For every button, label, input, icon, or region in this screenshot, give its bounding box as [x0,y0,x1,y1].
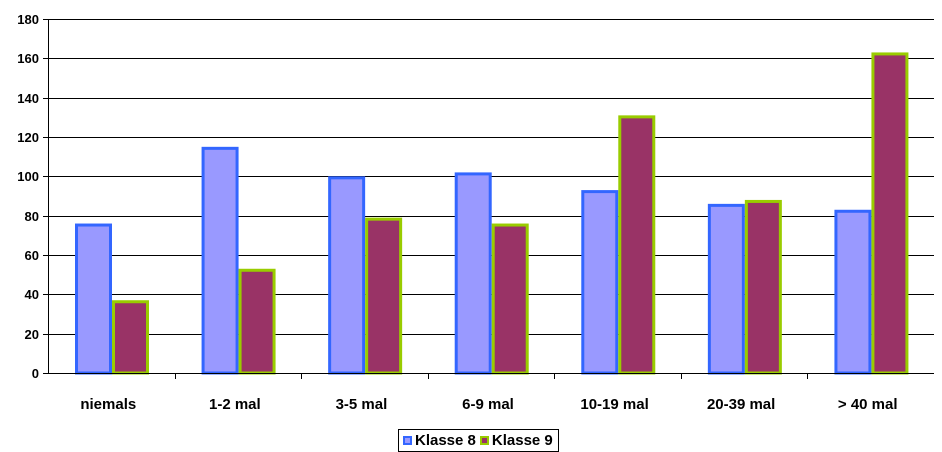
bar-series-1-5 [707,203,745,375]
bars [75,52,909,375]
x-tick-label: 20-39 mal [707,396,775,413]
y-tick-label: 20 [25,327,39,342]
y-tick-label: 160 [17,51,39,66]
legend-item-series-1: Klasse 8 [403,432,476,449]
y-tick-label: 0 [32,366,39,381]
bar-series-2-5 [744,199,782,375]
bar-series-2-6 [871,52,909,375]
bar-series-1-0 [75,223,112,375]
x-tick-label: 3-5 mal [336,396,388,413]
x-tick-label: 1-2 mal [209,396,261,413]
y-axis-ticks: 0 20 40 60 80 100 120 140 160 180 [17,12,48,381]
y-tick-label: 140 [17,91,39,106]
y-tick-label: 120 [17,130,39,145]
bar-series-1-3 [454,172,492,375]
bar-series-2-0 [112,300,149,375]
bar-series-2-1 [238,268,276,375]
x-tick-label: > 40 mal [838,396,898,413]
legend-swatch-series-2 [479,436,489,445]
bar-series-1-4 [581,190,619,375]
legend-label-series-1: Klasse 8 [415,432,476,449]
bar-series-2-2 [365,217,403,375]
y-tick-label: 100 [17,169,39,184]
legend: Klasse 8 Klasse 9 [398,429,559,452]
x-tick-label: niemals [80,396,136,413]
y-tick-label: 180 [17,12,39,27]
legend-item-series-2: Klasse 9 [479,432,553,449]
legend-label-series-2: Klasse 9 [491,432,553,449]
axes [48,19,934,379]
bar-series-2-4 [618,115,656,375]
bar-series-2-3 [491,223,529,375]
bar-series-1-1 [201,146,239,375]
y-tick-label: 80 [25,209,39,224]
x-tick-label: 10-19 mal [580,396,648,413]
y-tick-label: 40 [25,287,39,302]
x-tick-label: 6-9 mal [462,396,514,413]
bar-series-1-6 [834,209,872,375]
bar-series-1-2 [328,176,366,375]
legend-swatch-series-1 [403,436,412,445]
y-tick-label: 60 [25,248,39,263]
x-axis-labels: niemals 1-2 mal 3-5 mal 6-9 mal 10-19 mal 20-… [80,396,897,413]
